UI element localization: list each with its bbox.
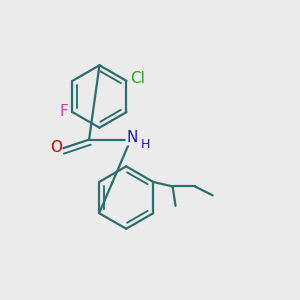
Text: F: F [60,104,68,119]
Text: O: O [50,140,62,155]
Text: N: N [126,130,138,145]
Text: Cl: Cl [130,71,145,86]
Text: H: H [140,138,150,152]
